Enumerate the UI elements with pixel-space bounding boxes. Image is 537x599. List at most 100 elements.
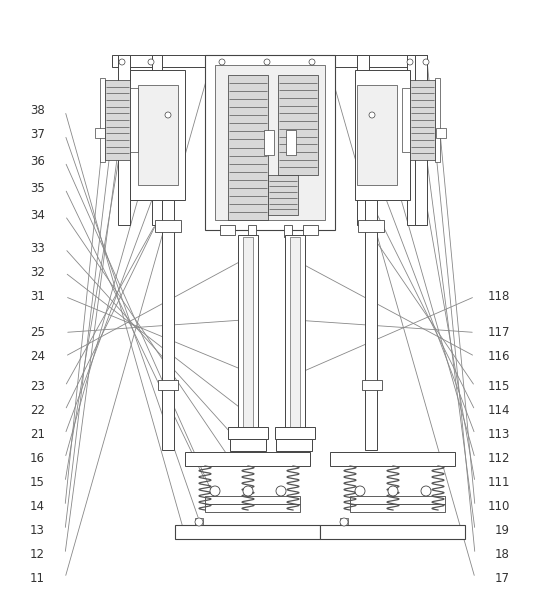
Circle shape (119, 59, 125, 65)
Bar (105, 80, 130, 160)
Bar (357, 55, 369, 225)
Bar (138, 85, 178, 185)
Circle shape (423, 59, 429, 65)
Text: 32: 32 (30, 266, 45, 279)
Bar (228, 75, 268, 220)
Text: 13: 13 (30, 524, 45, 537)
Bar (195, 518, 203, 526)
Text: 11: 11 (30, 571, 45, 585)
Circle shape (219, 59, 225, 65)
Bar (118, 55, 130, 225)
Bar (243, 237, 253, 428)
Circle shape (309, 59, 315, 65)
Circle shape (210, 486, 220, 496)
Text: 115: 115 (488, 380, 510, 393)
Circle shape (195, 518, 203, 526)
Bar (365, 200, 377, 450)
Text: 23: 23 (30, 380, 45, 393)
Circle shape (355, 486, 365, 496)
Circle shape (407, 59, 413, 65)
Bar (205, 504, 300, 512)
Bar (303, 225, 318, 235)
Text: 36: 36 (30, 155, 45, 168)
Text: 114: 114 (488, 404, 510, 417)
Bar (350, 496, 445, 504)
Bar (238, 235, 258, 430)
Bar (228, 427, 268, 439)
Bar (130, 70, 185, 200)
Bar (275, 427, 315, 439)
Bar (407, 55, 419, 225)
Bar (264, 130, 274, 155)
Bar (290, 237, 300, 428)
Bar (100, 78, 105, 162)
Bar (362, 380, 382, 390)
Text: 38: 38 (30, 104, 45, 117)
Bar (230, 439, 266, 451)
Circle shape (264, 59, 270, 65)
Text: 16: 16 (30, 452, 45, 465)
Bar (212, 55, 327, 67)
Bar (340, 518, 348, 526)
Text: 37: 37 (30, 128, 45, 141)
Circle shape (369, 112, 375, 118)
Bar (415, 55, 427, 225)
Circle shape (243, 486, 253, 496)
Bar (402, 88, 410, 152)
Bar (95, 128, 105, 138)
Bar (320, 525, 465, 539)
Text: 24: 24 (30, 350, 45, 363)
Circle shape (388, 486, 398, 496)
Bar (248, 225, 256, 237)
Text: 22: 22 (30, 404, 45, 417)
Bar (130, 88, 138, 152)
Bar (330, 452, 455, 466)
Bar (357, 85, 397, 185)
Text: 18: 18 (495, 547, 510, 561)
Bar (205, 55, 335, 230)
Text: 21: 21 (30, 428, 45, 441)
Bar (410, 80, 435, 160)
Bar (155, 220, 181, 232)
Bar (355, 70, 410, 200)
Circle shape (148, 59, 154, 65)
Bar (286, 130, 296, 155)
Text: 117: 117 (488, 326, 510, 339)
Circle shape (165, 112, 171, 118)
Text: 110: 110 (488, 500, 510, 513)
Bar (284, 225, 292, 237)
Text: 12: 12 (30, 547, 45, 561)
Bar (435, 78, 440, 162)
Text: 34: 34 (30, 209, 45, 222)
Bar (152, 55, 162, 225)
Circle shape (340, 518, 348, 526)
Bar (358, 220, 384, 232)
Bar (276, 439, 312, 451)
Circle shape (276, 486, 286, 496)
Text: 17: 17 (495, 571, 510, 585)
Bar (285, 235, 305, 430)
Text: 112: 112 (488, 452, 510, 465)
Text: 33: 33 (30, 242, 45, 255)
Text: 113: 113 (488, 428, 510, 441)
Bar (436, 128, 446, 138)
Bar (327, 55, 427, 67)
Bar (162, 200, 174, 450)
Circle shape (421, 486, 431, 496)
Text: 25: 25 (30, 326, 45, 339)
Bar (175, 525, 320, 539)
Text: 19: 19 (495, 524, 510, 537)
Bar (215, 65, 325, 220)
Bar (112, 55, 212, 67)
Bar (350, 504, 445, 512)
Text: 116: 116 (488, 350, 510, 363)
Bar (185, 452, 310, 466)
Text: 111: 111 (488, 476, 510, 489)
Bar (205, 496, 300, 504)
Bar (158, 380, 178, 390)
Text: 31: 31 (30, 290, 45, 303)
Text: 118: 118 (488, 290, 510, 303)
Text: 15: 15 (30, 476, 45, 489)
Bar (268, 175, 298, 215)
Text: 35: 35 (30, 182, 45, 195)
